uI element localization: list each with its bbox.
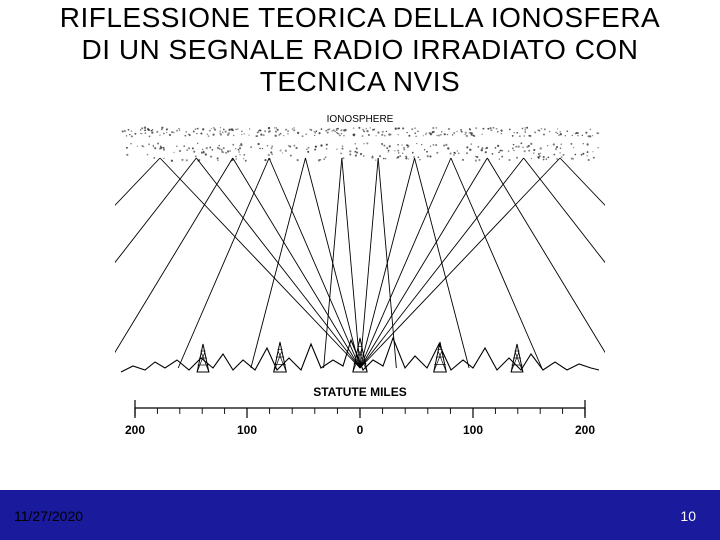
svg-text:100: 100 xyxy=(463,423,483,437)
title-line-1: RIFLESSIONE TEORICA DELLA IONOSFERA xyxy=(60,2,660,33)
title-line-3: TECNICA NVIS xyxy=(260,66,460,97)
ionosphere-bands xyxy=(121,127,599,162)
svg-text:0: 0 xyxy=(357,423,364,437)
footer-bar xyxy=(0,490,720,540)
page-title: RIFLESSIONE TEORICA DELLA IONOSFERA DI U… xyxy=(0,2,720,99)
footer-page-number: 10 xyxy=(680,508,696,524)
slide: RIFLESSIONE TEORICA DELLA IONOSFERA DI U… xyxy=(0,0,720,540)
svg-text:200: 200 xyxy=(125,423,145,437)
svg-text:200: 200 xyxy=(575,423,595,437)
title-line-2: DI UN SEGNALE RADIO IRRADIATO CON xyxy=(82,34,639,65)
ray-lines xyxy=(115,158,605,368)
axis-label: STATUTE MILES xyxy=(313,385,407,399)
distance-axis: 200 100 0 100 200 xyxy=(125,400,595,437)
footer-date: 11/27/2020 xyxy=(14,508,83,524)
svg-text:100: 100 xyxy=(237,423,257,437)
nvis-diagram: IONOSPHERE 200 100 0 100 200 STATUTE MILES xyxy=(115,108,605,488)
ionosphere-label: IONOSPHERE xyxy=(327,114,394,125)
